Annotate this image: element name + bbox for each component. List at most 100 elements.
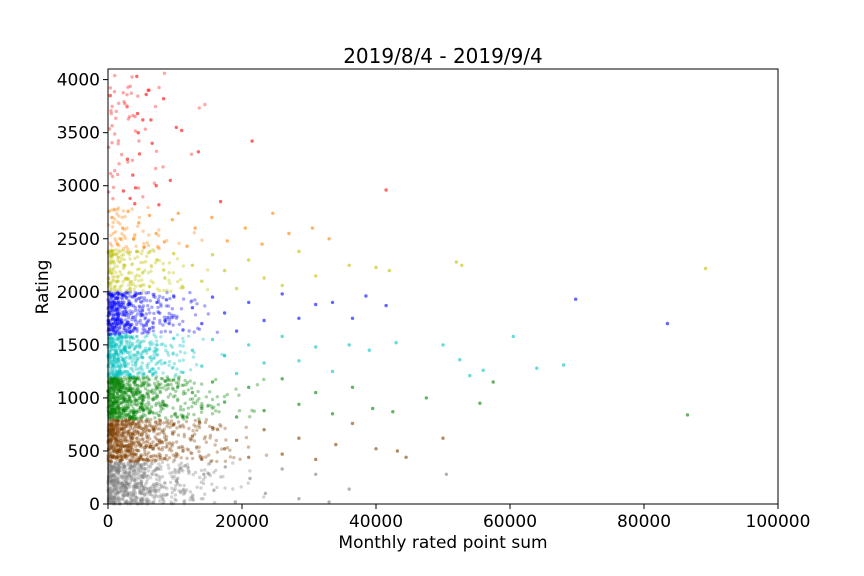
data-point (208, 436, 212, 440)
data-point (132, 347, 136, 352)
data-point (135, 470, 139, 474)
data-point (136, 408, 140, 412)
data-point (112, 491, 116, 495)
data-point (130, 377, 134, 381)
data-point (111, 197, 115, 201)
data-point (142, 349, 146, 353)
data-point (115, 361, 119, 365)
data-point (112, 90, 117, 94)
data-point (181, 370, 185, 375)
data-point (127, 386, 132, 390)
data-point (190, 434, 195, 438)
data-point (121, 462, 126, 466)
data-point (145, 405, 149, 410)
data-point (116, 378, 121, 383)
data-point (133, 469, 137, 473)
data-point (140, 491, 144, 496)
data-point (138, 405, 143, 410)
data-point (115, 499, 120, 503)
data-point (116, 467, 120, 471)
data-point (138, 463, 143, 467)
data-point (157, 360, 161, 364)
data-point (109, 396, 114, 400)
data-point (108, 337, 112, 341)
data-point (134, 448, 138, 452)
data-point (173, 493, 178, 497)
data-point (136, 399, 140, 403)
data-point (131, 394, 136, 398)
data-point (110, 392, 114, 396)
data-point (137, 296, 142, 300)
data-point (173, 497, 177, 501)
data-point (108, 340, 113, 344)
data-point (143, 395, 147, 399)
data-point (210, 459, 214, 463)
data-point (117, 389, 122, 394)
data-point (120, 451, 124, 456)
data-point (120, 420, 125, 424)
data-point (136, 483, 140, 488)
data-point (117, 382, 121, 386)
data-point (114, 378, 119, 382)
data-point (123, 430, 127, 434)
data-point (491, 380, 495, 384)
data-point (118, 387, 123, 391)
data-point (132, 380, 136, 384)
data-point (157, 487, 161, 491)
data-point (116, 388, 121, 393)
data-point (134, 417, 138, 421)
data-point (125, 449, 129, 453)
data-point (115, 387, 119, 391)
data-point (120, 442, 124, 446)
data-point (178, 350, 183, 354)
data-point (151, 372, 155, 377)
data-point (148, 299, 152, 303)
data-point (136, 388, 140, 393)
data-point (123, 483, 127, 488)
data-point (110, 371, 115, 375)
data-point (115, 438, 119, 443)
data-point (114, 270, 118, 275)
data-point (126, 399, 130, 404)
data-point (110, 479, 114, 483)
data-point (214, 409, 218, 413)
data-point (188, 397, 193, 401)
data-point (119, 362, 123, 367)
data-point (133, 383, 137, 387)
data-point (193, 432, 197, 436)
data-point (114, 351, 118, 355)
data-point (161, 440, 165, 444)
data-point (123, 419, 127, 423)
data-point (144, 425, 148, 429)
data-point (153, 370, 158, 374)
data-point (140, 309, 145, 313)
data-point (163, 318, 167, 323)
data-point (133, 484, 137, 489)
data-point (115, 422, 119, 427)
data-point (118, 449, 122, 454)
data-point (137, 152, 142, 156)
data-point (112, 348, 117, 352)
data-point (120, 433, 124, 438)
data-point (128, 372, 132, 377)
data-point (141, 408, 145, 412)
data-point (166, 395, 170, 399)
data-point (126, 460, 131, 464)
data-point (116, 373, 121, 377)
data-point (120, 300, 124, 305)
data-point (131, 353, 135, 357)
data-point (135, 410, 139, 415)
data-point (120, 335, 124, 339)
data-point (128, 495, 132, 499)
data-point (120, 481, 124, 486)
data-point (155, 300, 159, 305)
data-point (111, 363, 116, 367)
data-point (115, 375, 119, 379)
data-point (117, 469, 121, 474)
data-point (171, 395, 176, 399)
data-point (151, 342, 155, 346)
data-point (121, 372, 126, 376)
data-point (132, 498, 137, 502)
data-point (110, 423, 115, 427)
data-point (112, 287, 117, 291)
